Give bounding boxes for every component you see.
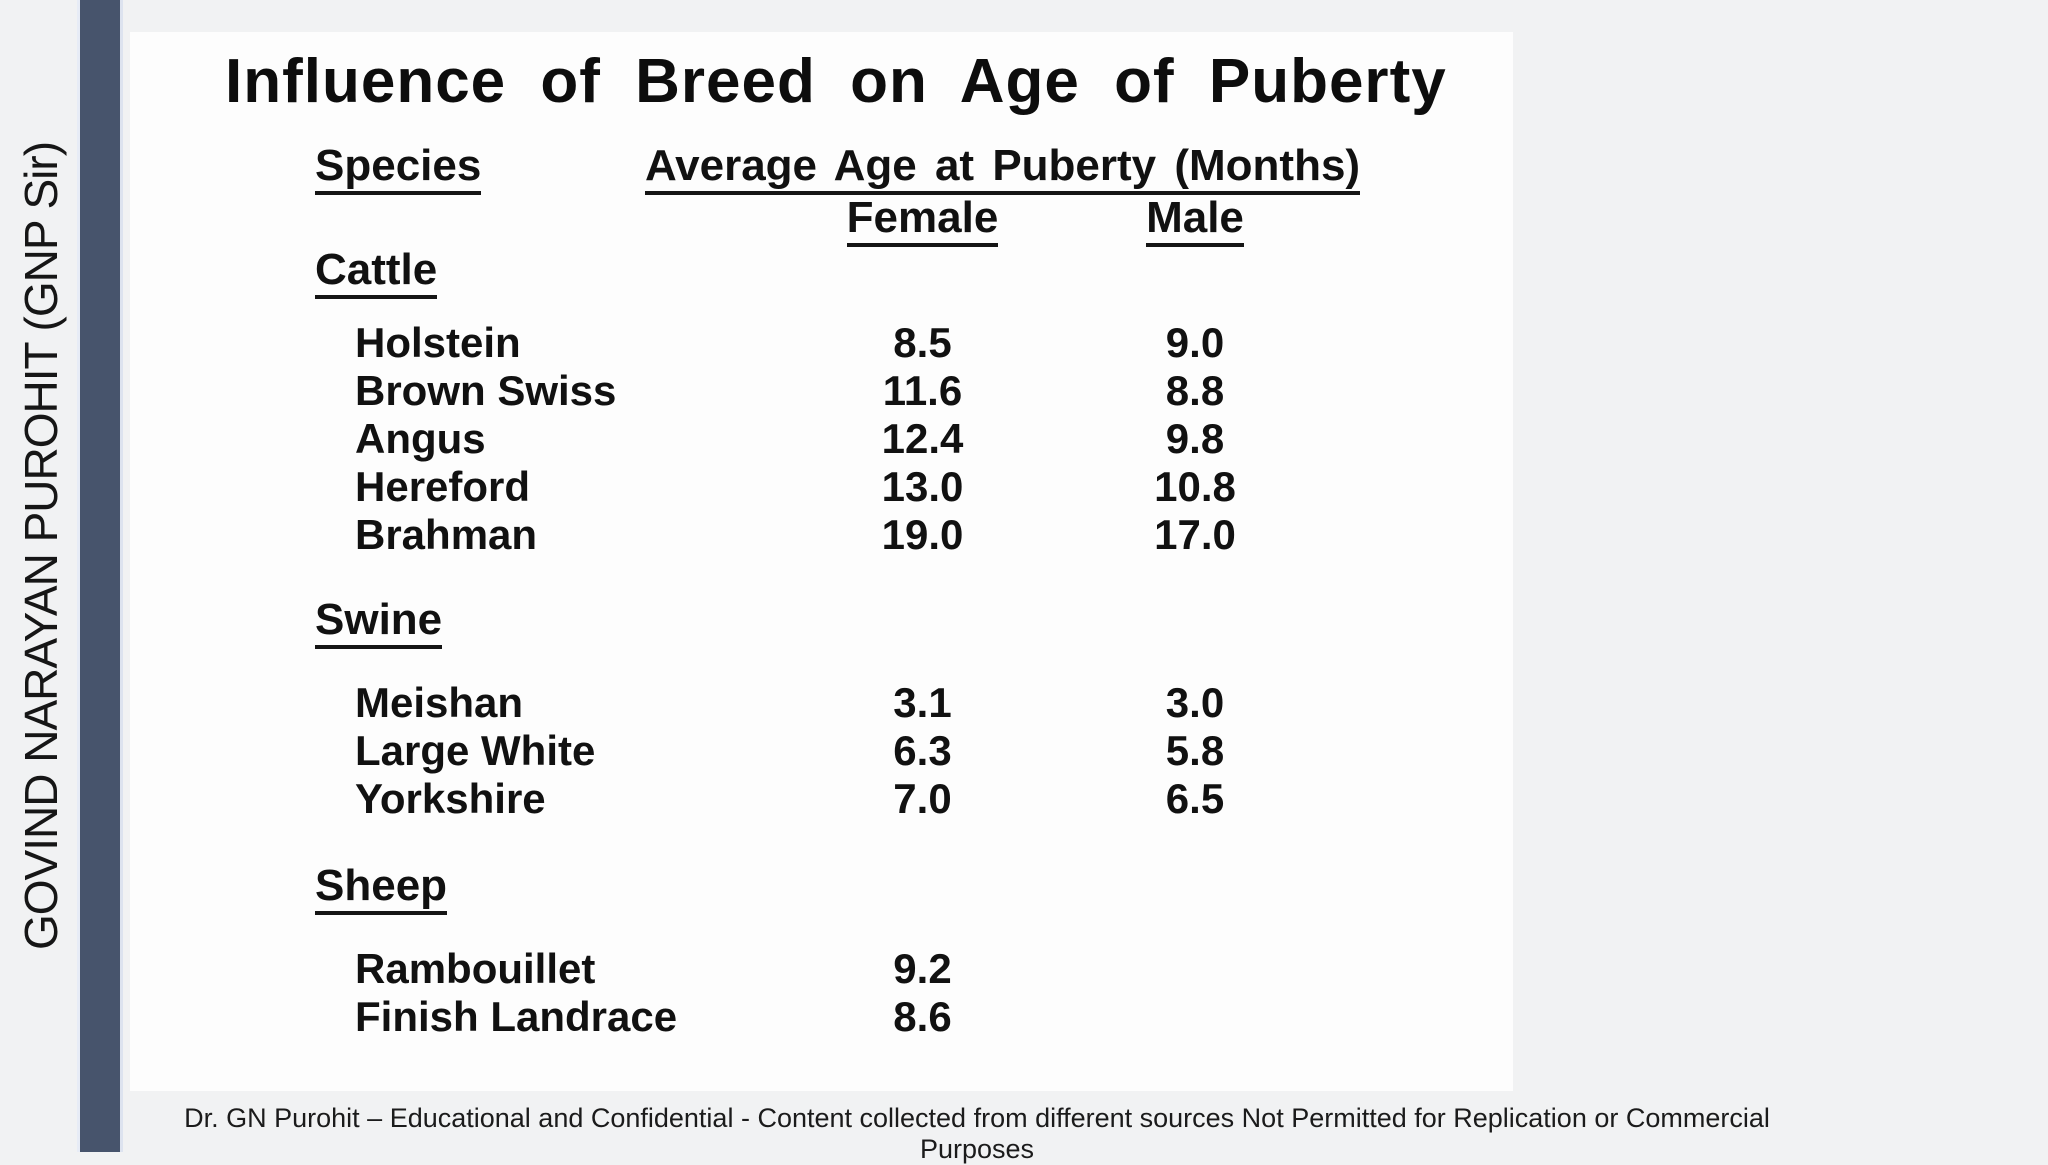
male-value: 6.5 xyxy=(1165,775,1225,822)
breed-name: Yorkshire xyxy=(355,775,546,822)
male-value: 8.8 xyxy=(1165,367,1225,414)
male-value: 9.0 xyxy=(1165,319,1225,366)
swine-rows: Meishan 3.1 3.0 Large White 6.3 5.8 York… xyxy=(130,679,1513,823)
section-header-cattle: Cattle xyxy=(130,245,1513,300)
table-row: Brahman 19.0 17.0 xyxy=(130,511,1513,559)
section-header-sheep: Sheep xyxy=(130,861,1513,916)
column-header-female: Female xyxy=(846,194,999,248)
sheep-rows: Rambouillet 9.2 Finish Landrace 8.6 xyxy=(130,945,1513,1041)
female-value: 8.6 xyxy=(893,993,952,1040)
section-header-swine: Swine xyxy=(130,595,1513,650)
breed-name: Hereford xyxy=(355,463,531,510)
female-value: 12.4 xyxy=(881,415,964,462)
breed-name: Rambouillet xyxy=(355,945,596,992)
male-value: 3.0 xyxy=(1165,679,1225,726)
page-title: Influence of Breed on Age of Puberty xyxy=(225,47,1447,116)
watermark-text: GOVIND NARAYAN PUROHIT (GNP Sir) xyxy=(15,141,67,950)
female-value: 3.1 xyxy=(893,679,952,726)
column-header-average-age: Average Age at Puberty (Months) xyxy=(645,142,1361,196)
male-value: 10.8 xyxy=(1154,463,1236,510)
sidebar-accent-bar xyxy=(77,0,123,1152)
female-value: 11.6 xyxy=(882,367,963,414)
breed-name: Angus xyxy=(355,415,486,462)
female-value: 6.3 xyxy=(893,727,952,774)
breed-name: Large White xyxy=(355,727,596,774)
table-row: Hereford 13.0 10.8 xyxy=(130,463,1513,511)
cattle-rows: Holstein 8.5 9.0 Brown Swiss 11.6 8.8 An… xyxy=(130,319,1513,559)
table-header-row: Species Average Age at Puberty (Months) xyxy=(130,141,1513,196)
column-header-species: Species xyxy=(315,142,482,196)
male-value: 17.0 xyxy=(1154,511,1236,558)
breed-name: Finish Landrace xyxy=(355,993,678,1040)
table-row: Brown Swiss 11.6 8.8 xyxy=(130,367,1513,415)
table-row: Finish Landrace 8.6 xyxy=(130,993,1513,1041)
table-row: Holstein 8.5 9.0 xyxy=(130,319,1513,367)
confidentiality-footer: Dr. GN Purohit – Educational and Confide… xyxy=(184,1103,1770,1164)
table-subheader-row: Female Male xyxy=(130,193,1513,248)
breed-name: Brahman xyxy=(355,511,538,558)
female-value: 8.5 xyxy=(893,319,952,366)
slide-panel: Influence of Breed on Age of Puberty Spe… xyxy=(130,32,1513,1091)
female-value: 7.0 xyxy=(893,775,952,822)
column-header-male: Male xyxy=(1146,194,1244,248)
table-row: Rambouillet 9.2 xyxy=(130,945,1513,993)
table-row: Yorkshire 7.0 6.5 xyxy=(130,775,1513,823)
breed-name: Brown Swiss xyxy=(355,367,617,414)
female-value: 9.2 xyxy=(893,945,952,992)
breed-name: Meishan xyxy=(355,679,524,726)
female-value: 13.0 xyxy=(881,463,964,510)
female-value: 19.0 xyxy=(881,511,964,558)
table-row: Large White 6.3 5.8 xyxy=(130,727,1513,775)
table-row: Angus 12.4 9.8 xyxy=(130,415,1513,463)
male-value: 5.8 xyxy=(1165,727,1225,774)
table-row: Meishan 3.1 3.0 xyxy=(130,679,1513,727)
male-value: 9.8 xyxy=(1165,415,1225,462)
breed-name: Holstein xyxy=(355,319,521,366)
